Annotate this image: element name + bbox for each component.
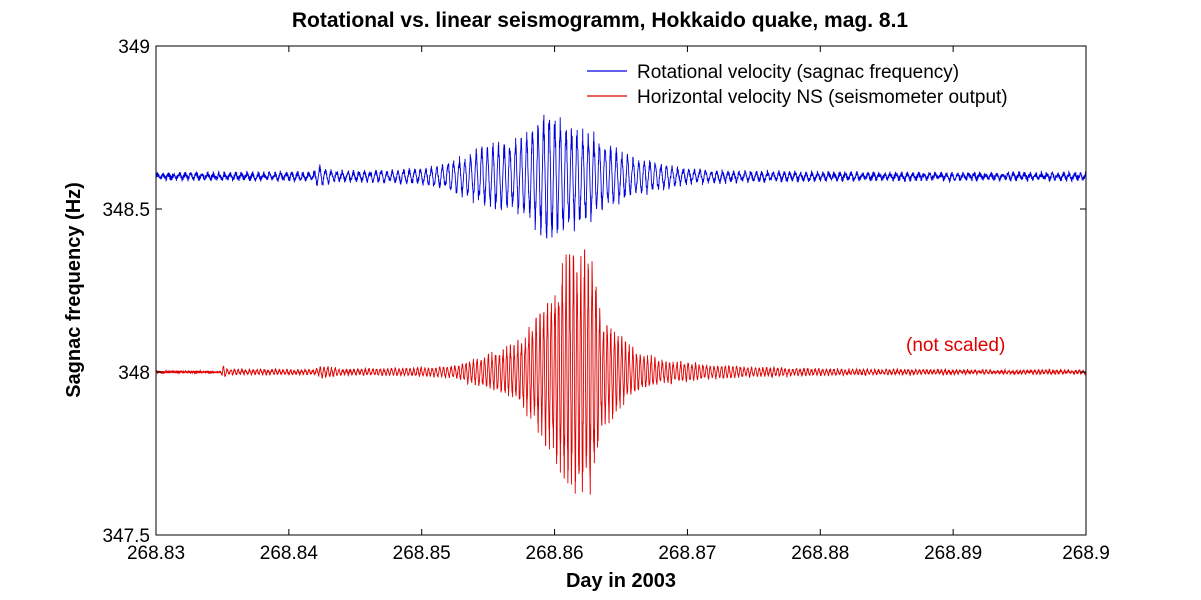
plot-series-group bbox=[155, 114, 1087, 495]
legend-label-horizontal: Horizontal velocity NS (seismometer outp… bbox=[637, 87, 1008, 108]
x-tick-label: 268.84 bbox=[260, 543, 319, 564]
y-tick-label: 349 bbox=[118, 37, 150, 58]
y-axis-ticks: 347.5 348 348.5 349 bbox=[102, 37, 1086, 547]
x-tick-label: 268.83 bbox=[127, 543, 185, 564]
not-scaled-annotation: (not scaled) bbox=[906, 335, 1005, 356]
y-tick-label: 348.5 bbox=[102, 200, 150, 221]
y-tick-label: 347.5 bbox=[102, 526, 150, 547]
x-axis-ticks: 268.83 268.84 268.85 268.86 268.87 268.88 268.… bbox=[127, 46, 1110, 564]
plot-frame bbox=[155, 45, 1087, 536]
x-tick-label: 268.88 bbox=[791, 543, 849, 564]
x-tick-label: 268.87 bbox=[658, 543, 716, 564]
x-tick-label: 268.85 bbox=[393, 543, 451, 564]
legend-label-rotational: Rotational velocity (sagnac frequency) bbox=[637, 62, 959, 83]
series-line-horizontal bbox=[155, 249, 1087, 495]
y-tick-label: 348 bbox=[118, 363, 150, 384]
x-tick-label: 268.89 bbox=[924, 543, 982, 564]
x-tick-label: 268.9 bbox=[1062, 543, 1110, 564]
x-axis-label: Day in 2003 bbox=[566, 570, 676, 592]
y-axis-label: Sagnac frequency (Hz) bbox=[63, 182, 85, 398]
series-line-rotational bbox=[155, 114, 1087, 240]
chart-title: Rotational vs. linear seismogramm, Hokka… bbox=[292, 9, 909, 32]
x-tick-label: 268.86 bbox=[526, 543, 584, 564]
legend: Rotational velocity (sagnac frequency) H… bbox=[587, 62, 1008, 108]
